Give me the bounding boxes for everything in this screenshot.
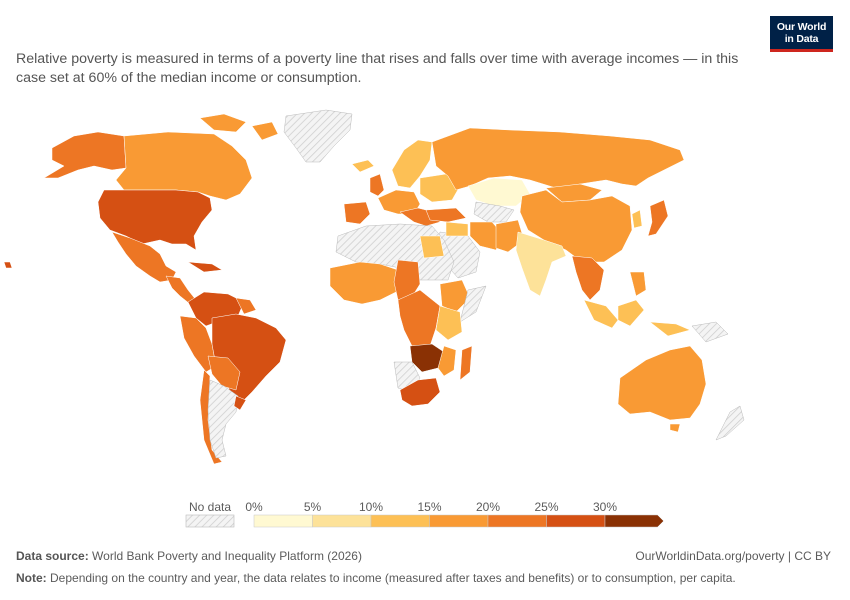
legend: No data 0% 5% 10% 15% 20% 25% 30%	[185, 500, 664, 528]
region-iraq-syria[interactable]	[445, 221, 469, 237]
source-text[interactable]: World Bank Poverty and Inequality Platfo…	[92, 549, 362, 563]
region-ethiopia[interactable]	[439, 279, 471, 313]
region-southeast-asia[interactable]	[571, 255, 605, 301]
legend-bin[interactable]	[604, 514, 664, 528]
legend-tick-label: 30%	[593, 500, 617, 514]
legend-no-data-label: No data	[189, 500, 231, 514]
logo-line-2: in Data	[784, 33, 819, 45]
region-uk[interactable]	[369, 173, 385, 197]
region-mozambique[interactable]	[437, 345, 457, 377]
legend-tick-label: 15%	[417, 500, 441, 514]
region-indonesia[interactable]	[583, 299, 691, 337]
region-india[interactable]	[515, 231, 567, 297]
legend-bin[interactable]	[370, 514, 430, 528]
region-mongolia[interactable]	[545, 183, 603, 203]
region-madagascar[interactable]	[459, 345, 473, 381]
region-uruguay[interactable]	[233, 395, 247, 411]
region-alaska[interactable]	[43, 131, 127, 179]
legend-tick-label: 25%	[534, 500, 558, 514]
region-west-africa[interactable]	[329, 261, 401, 305]
region-png[interactable]	[691, 321, 729, 343]
legend-bin[interactable]	[546, 514, 606, 528]
legend-tick-label: 10%	[359, 500, 383, 514]
legend-no-data-swatch[interactable]	[185, 514, 235, 528]
region-philippines[interactable]	[629, 271, 647, 297]
region-korea[interactable]	[631, 209, 643, 229]
legend-bin[interactable]	[253, 514, 313, 528]
legend-bin[interactable]	[487, 514, 547, 528]
region-japan[interactable]	[647, 199, 669, 237]
owid-logo[interactable]: Our World in Data	[770, 16, 833, 52]
region-russia[interactable]	[431, 127, 685, 191]
region-egypt[interactable]	[419, 235, 445, 259]
region-bolivia-paraguay[interactable]	[207, 355, 241, 391]
region-canada[interactable]	[115, 131, 253, 201]
region-south-africa[interactable]	[399, 377, 441, 407]
note: Note: Depending on the country and year,…	[16, 571, 736, 585]
region-new-zealand[interactable]	[715, 405, 745, 441]
region-guianas[interactable]	[235, 297, 257, 315]
region-hawaii[interactable]	[3, 261, 13, 269]
subtitle: Relative poverty is measured in terms of…	[16, 51, 739, 86]
region-argentina[interactable]	[207, 379, 239, 459]
credit-link[interactable]: OurWorldinData.org/poverty | CC BY	[635, 549, 831, 563]
region-iceland[interactable]	[351, 159, 375, 173]
region-east-africa[interactable]	[435, 305, 463, 341]
note-text: Depending on the country and year, the d…	[50, 571, 736, 585]
region-iberia[interactable]	[343, 201, 371, 225]
region-somalia[interactable]	[459, 285, 487, 323]
note-label: Note:	[16, 571, 47, 585]
region-tasmania[interactable]	[669, 423, 681, 433]
region-iran[interactable]	[469, 221, 505, 251]
region-central-africa[interactable]	[397, 289, 441, 347]
region-caribbean[interactable]	[187, 261, 223, 273]
region-china[interactable]	[519, 189, 633, 263]
region-greenland[interactable]	[283, 109, 353, 163]
legend-tick-label: 5%	[304, 500, 322, 514]
legend-tick-label: 0%	[245, 500, 263, 514]
data-source: Data source: World Bank Poverty and Ineq…	[16, 549, 362, 563]
legend-tick-label: 20%	[476, 500, 500, 514]
world-map: No data 0% 5% 10% 15% 20% 25% 30%	[3, 109, 745, 528]
region-scandinavia[interactable]	[391, 139, 433, 189]
logo-line-1: Our World	[776, 21, 827, 33]
region-australia[interactable]	[617, 345, 707, 421]
region-canada-arctic[interactable]	[199, 113, 279, 141]
region-usa[interactable]	[97, 189, 213, 251]
source-label: Data source:	[16, 549, 89, 563]
legend-bin[interactable]	[312, 514, 372, 528]
legend-bin[interactable]	[429, 514, 489, 528]
region-turkey[interactable]	[425, 207, 467, 223]
